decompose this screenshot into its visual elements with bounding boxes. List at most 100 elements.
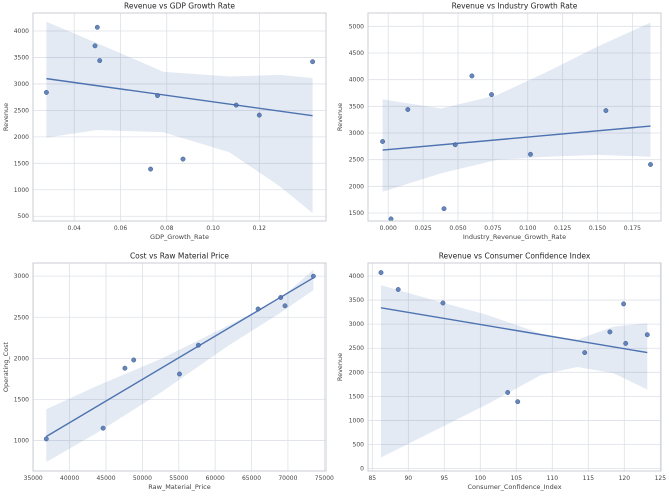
- data-point: [282, 303, 288, 309]
- x-tick-label: 95: [440, 475, 448, 482]
- y-tick-label: 4000: [349, 273, 364, 280]
- data-point: [395, 287, 401, 292]
- y-tick-label: 0: [360, 466, 364, 473]
- data-point: [441, 206, 447, 212]
- y-tick-label: 2000: [14, 134, 29, 141]
- y-tick-label: 3500: [349, 297, 364, 304]
- x-tick-label: 0.175: [624, 225, 641, 232]
- data-point: [97, 58, 103, 64]
- y-tick-labels: 1000 1500 2000 2500 3000: [14, 273, 29, 444]
- y-tick-label: 1500: [14, 160, 29, 167]
- data-point: [582, 350, 588, 356]
- x-tick-label: 0.150: [589, 225, 606, 232]
- data-point: [100, 425, 106, 431]
- y-tick-labels: 0 500 1000 1500 2000 2500 3000 3500 4000: [349, 273, 364, 473]
- y-axis-title: Operating_Cost: [2, 341, 10, 392]
- y-axis-title: Revenue: [336, 353, 344, 381]
- data-point: [405, 107, 411, 112]
- plot-border: [32, 12, 327, 222]
- data-point: [92, 43, 98, 49]
- confidence-band: [381, 285, 648, 458]
- data-point: [378, 270, 384, 276]
- x-tick-label: 40000: [60, 475, 79, 482]
- x-tick-label: 0.075: [484, 225, 501, 232]
- x-tick-label: 75000: [315, 475, 334, 482]
- chart-cost-vs-raw-material-price: 35000 40000 45000 50000 55000 60000 65000 70000…: [0, 250, 334, 500]
- data-point: [380, 139, 386, 144]
- data-point: [122, 365, 128, 371]
- y-tick-label: 5000: [349, 23, 364, 30]
- y-tick-label: 2000: [349, 183, 364, 190]
- x-tick-label: 0.10: [206, 225, 220, 232]
- x-tick-label: 60000: [206, 475, 225, 482]
- chart-title: Revenue vs GDP Growth Rate: [124, 2, 235, 11]
- chart-title: Revenue vs Consumer Confidence Index: [439, 252, 591, 261]
- y-tick-label: 500: [353, 442, 365, 449]
- data-point: [148, 166, 154, 172]
- y-tick-label: 3000: [14, 273, 29, 280]
- regression-line: [45, 277, 314, 438]
- y-tick-label: 2000: [14, 355, 29, 362]
- x-tick-labels: 85 90 95 100 105 110 115 120 125: [368, 475, 666, 482]
- y-tick-label: 2000: [349, 369, 364, 376]
- y-tick-label: 3000: [14, 81, 29, 88]
- chart-title: Revenue vs Industry Growth Rate: [452, 2, 578, 11]
- data-point: [440, 300, 446, 306]
- x-tick-label: 45000: [96, 475, 115, 482]
- data-point: [452, 142, 458, 148]
- x-tick-label: 55000: [169, 475, 188, 482]
- chart-title: Cost vs Raw Material Price: [130, 252, 229, 261]
- regression-line: [382, 125, 651, 151]
- x-tick-label: 0.125: [554, 225, 571, 232]
- x-axis-title: Consumer_Confidence_Index: [467, 483, 561, 491]
- y-tick-label: 3500: [349, 103, 364, 110]
- data-point: [621, 301, 627, 307]
- x-tick-label: 0.050: [449, 225, 466, 232]
- gridlines: [368, 263, 661, 471]
- data-point: [607, 329, 613, 335]
- data-point: [195, 342, 201, 348]
- y-axis-title: Revenue: [336, 103, 344, 131]
- data-point: [233, 102, 239, 108]
- y-tick-label: 4000: [349, 77, 364, 84]
- data-point: [255, 306, 261, 312]
- x-axis-title: GDP_Growth_Rate: [150, 233, 209, 241]
- y-tick-label: 4000: [14, 28, 29, 35]
- chart-revenue-vs-industry-growth-rate: 0.000 0.025 0.050 0.075 0.100 0.125 0.150 0.175…: [334, 0, 669, 250]
- x-axis-title: Industry_Revenue_Growth_Rate: [463, 233, 566, 241]
- y-tick-label: 1500: [14, 397, 29, 404]
- x-tick-label: 50000: [133, 475, 152, 482]
- confidence-band: [46, 21, 313, 214]
- data-point: [515, 399, 521, 405]
- y-tick-label: 3000: [349, 321, 364, 328]
- chart-background: [0, 250, 334, 500]
- plot-border: [367, 12, 662, 222]
- data-point: [43, 89, 49, 95]
- data-point: [310, 59, 316, 65]
- x-tick-label: 0.04: [68, 225, 82, 232]
- y-tick-labels: 500 1000 1500 2000 2500 3000 3500 4000: [14, 28, 29, 220]
- data-point: [310, 273, 316, 279]
- x-tick-label: 120: [619, 475, 631, 482]
- data-point: [131, 357, 137, 363]
- plot-border: [367, 262, 662, 472]
- x-tick-label: 0.12: [253, 225, 267, 232]
- data-point: [528, 151, 533, 157]
- scatter-points: [380, 73, 653, 222]
- plot-border: [32, 262, 327, 472]
- y-tick-label: 4500: [349, 50, 364, 57]
- regression-line: [46, 77, 313, 117]
- x-tick-label: 100: [475, 475, 487, 482]
- data-point: [155, 93, 160, 99]
- data-point: [489, 92, 494, 98]
- scatter-points: [43, 273, 316, 442]
- chart-revenue-vs-gdp-growth-rate: 0.04 0.06 0.08 0.10 0.12 500 1000 1500 2000 2500 3…: [0, 0, 334, 250]
- data-point: [505, 390, 511, 395]
- y-axis-title: Revenue: [2, 103, 10, 131]
- chart-revenue-vs-consumer-confidence-index: 85 90 95 100 105 110 115 120 125 0 500 1000 1500 2000…: [334, 250, 669, 500]
- y-tick-label: 1000: [14, 187, 29, 194]
- x-tick-label: 0.000: [380, 225, 397, 232]
- x-tick-label: 70000: [278, 475, 297, 482]
- chart-background: [334, 0, 669, 250]
